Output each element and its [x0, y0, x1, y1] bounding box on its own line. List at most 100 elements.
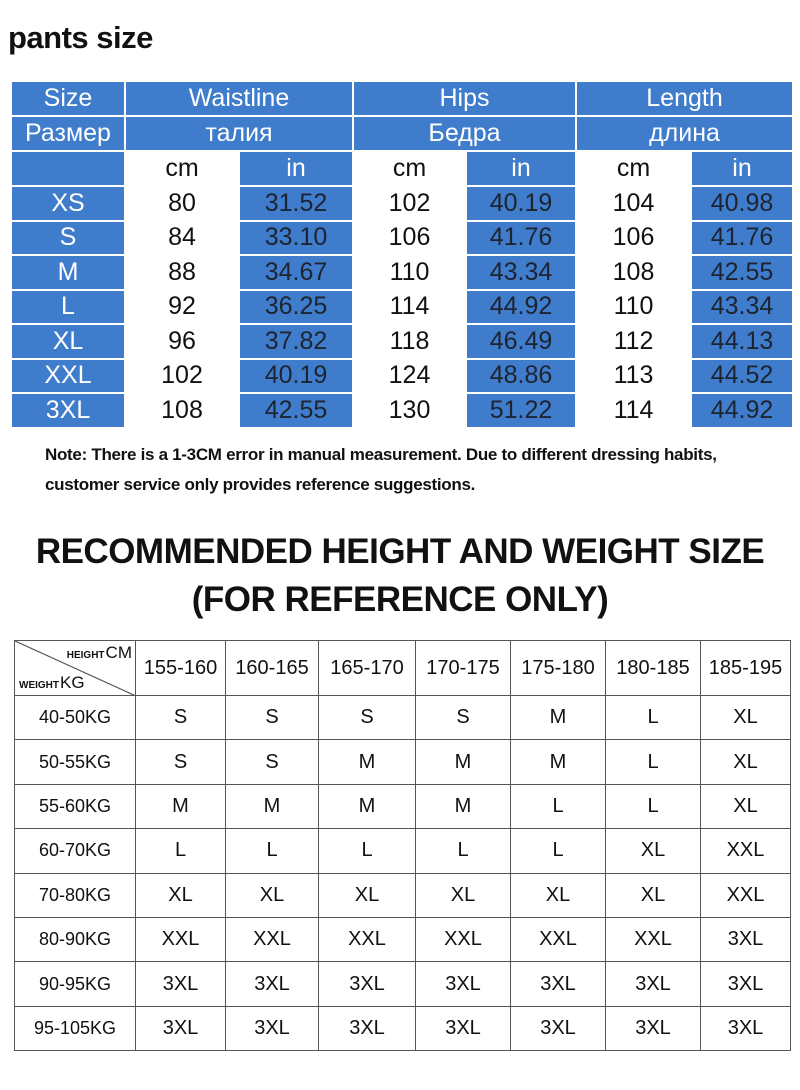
- weight-row: 95-105KG 3XL 3XL 3XL 3XL 3XL 3XL 3XL: [14, 1005, 791, 1052]
- size-cell: S: [318, 694, 416, 741]
- heading: RECOMMENDED HEIGHT AND WEIGHT SIZE: [35, 532, 765, 571]
- size-cell: XL: [700, 783, 791, 830]
- size-cell: 3XL: [415, 1005, 511, 1052]
- unit-cell: cm: [124, 150, 240, 187]
- size-cell: M: [225, 783, 319, 830]
- measure-cell: 102: [124, 357, 240, 394]
- size-cell: 3XL: [700, 916, 791, 963]
- size-cell: L: [605, 694, 701, 741]
- measure-cell: 34.67: [238, 254, 354, 291]
- size-row: XS 80 31.52 102 40.19 104 40.98: [10, 185, 795, 222]
- size-cell: 3XL: [135, 961, 226, 1007]
- measure-cell: 31.52: [238, 185, 354, 222]
- weight-cell: 95-105KG: [14, 1005, 136, 1052]
- size-cell: 3XL: [318, 1005, 416, 1052]
- measure-cell: 108: [575, 254, 693, 291]
- corner-cell: HEIGHTCM WEIGHTKG: [14, 640, 136, 696]
- weight-row: 40-50KG S S S S M L XL: [14, 694, 791, 741]
- size-cell: XXL: [700, 872, 791, 918]
- size-cell: XL: [135, 872, 226, 918]
- measure-cell: 118: [352, 323, 467, 360]
- size-cell: L: [415, 828, 511, 874]
- size-cell: 3XL: [225, 1005, 319, 1052]
- weight-row: 60-70KG L L L L L XL XXL: [14, 828, 791, 874]
- measure-cell: 110: [352, 254, 467, 291]
- size-cell: XXL: [318, 916, 416, 963]
- measure-cell: 110: [575, 288, 693, 325]
- measure-cell: 44.92: [464, 288, 578, 325]
- size-row: XXL 102 40.19 124 48.86 113 44.52: [10, 357, 795, 394]
- size-cell: M: [318, 783, 416, 830]
- size-cell: S: [225, 739, 319, 785]
- measure-cell: 40.98: [690, 185, 795, 222]
- weight-label: WEIGHTKG: [19, 673, 85, 693]
- size-cell: M: [318, 739, 416, 785]
- units-row: cm in cm in cm in: [10, 150, 795, 187]
- measure-cell: 92: [124, 288, 240, 325]
- unit-cell: in: [464, 150, 578, 187]
- measure-cell: 106: [352, 219, 467, 256]
- size-cell: XXL: [10, 357, 126, 394]
- weight-cell: 70-80KG: [14, 872, 136, 918]
- recommend-table: HEIGHTCM WEIGHTKG 155-160 160-165 165-170 170…: [14, 640, 791, 1052]
- size-cell: M: [415, 739, 511, 785]
- measure-cell: 42.55: [690, 254, 795, 291]
- size-cell: L: [135, 828, 226, 874]
- unit-cell: cm: [575, 150, 693, 187]
- measure-cell: 42.55: [238, 392, 354, 429]
- size-cell: 3XL: [135, 1005, 226, 1052]
- size-cell: 3XL: [10, 392, 126, 429]
- measure-cell: 114: [352, 288, 467, 325]
- measure-cell: 41.76: [464, 219, 578, 256]
- size-cell: 3XL: [605, 961, 701, 1007]
- size-cell: S: [10, 219, 126, 256]
- measure-cell: 44.13: [690, 323, 795, 360]
- height-cell: 180-185: [605, 640, 701, 696]
- size-cell: XL: [225, 872, 319, 918]
- size-cell: M: [415, 783, 511, 830]
- size-cell: M: [510, 739, 606, 785]
- measure-cell: 84: [124, 219, 240, 256]
- weight-cell: 90-95KG: [14, 961, 136, 1007]
- header-cell: Размер: [10, 115, 126, 152]
- height-unit: CM: [105, 643, 132, 662]
- size-row: 3XL 108 42.55 130 51.22 114 44.92: [10, 392, 795, 429]
- header-cell: [10, 150, 126, 187]
- size-cell: XXL: [415, 916, 511, 963]
- measure-cell: 124: [352, 357, 467, 394]
- measure-cell: 36.25: [238, 288, 354, 325]
- size-cell: XXL: [700, 828, 791, 874]
- size-cell: S: [135, 694, 226, 741]
- header-cell: длина: [575, 115, 795, 152]
- size-cell: M: [10, 254, 126, 291]
- size-cell: 3XL: [415, 961, 511, 1007]
- unit-cell: cm: [352, 150, 467, 187]
- measure-cell: 37.82: [238, 323, 354, 360]
- height-cell: 160-165: [225, 640, 319, 696]
- measure-cell: 108: [124, 392, 240, 429]
- size-cell: XXL: [605, 916, 701, 963]
- header-cell: Length: [575, 80, 795, 117]
- weight-row: 70-80KG XL XL XL XL XL XL XXL: [14, 872, 791, 918]
- measure-cell: 43.34: [464, 254, 578, 291]
- size-cell: L: [225, 828, 319, 874]
- measure-cell: 112: [575, 323, 693, 360]
- measure-cell: 51.22: [464, 392, 578, 429]
- header-cell: Waistline: [124, 80, 354, 117]
- measure-cell: 106: [575, 219, 693, 256]
- page-title: pants size: [8, 20, 153, 55]
- size-cell: XL: [510, 872, 606, 918]
- measure-cell: 46.49: [464, 323, 578, 360]
- measure-cell: 80: [124, 185, 240, 222]
- weight-row: 80-90KG XXL XXL XXL XXL XXL XXL 3XL: [14, 916, 791, 963]
- weight-row: 55-60KG M M M M L L XL: [14, 783, 791, 830]
- measure-cell: 44.52: [690, 357, 795, 394]
- size-cell: 3XL: [510, 961, 606, 1007]
- header-row: Size Waistline Hips Length: [10, 80, 795, 117]
- weight-unit: KG: [60, 673, 85, 692]
- size-cell: L: [510, 828, 606, 874]
- header-cell: талия: [124, 115, 354, 152]
- size-cell: XL: [415, 872, 511, 918]
- measure-cell: 33.10: [238, 219, 354, 256]
